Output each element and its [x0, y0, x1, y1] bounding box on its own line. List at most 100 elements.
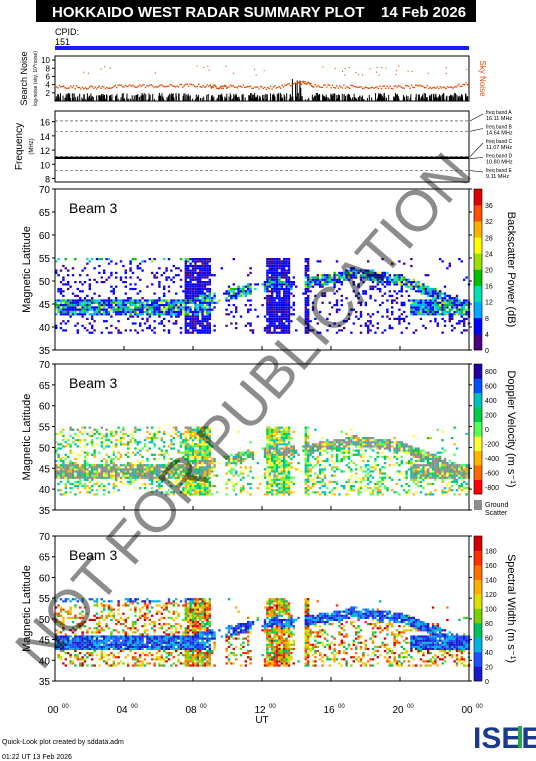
echo-cell	[331, 453, 334, 456]
echo-cell	[115, 297, 118, 300]
echo-cell	[304, 457, 307, 461]
echo-cell	[153, 320, 156, 323]
sky-noise-point	[189, 83, 191, 85]
search-noise-mark	[252, 94, 254, 101]
echo-cell	[283, 437, 286, 440]
echo-cell	[191, 306, 195, 309]
echo-cell	[110, 432, 113, 436]
echo-cell	[74, 457, 77, 461]
echo-cell	[364, 464, 367, 467]
echo-cell	[343, 276, 346, 279]
echo-cell	[359, 315, 363, 318]
echo-cell	[187, 491, 190, 494]
echo-cell	[275, 474, 279, 477]
echo-cell	[203, 453, 207, 456]
echo-cell	[355, 449, 358, 452]
echo-cell	[266, 287, 269, 291]
echo-cell	[364, 274, 367, 277]
echo-cell	[184, 304, 187, 307]
echo-cell	[206, 466, 209, 469]
echo-cell	[280, 491, 283, 494]
echo-cell	[316, 462, 319, 465]
search-noise-mark	[336, 97, 338, 101]
echo-cell	[225, 313, 228, 316]
echo-cell	[196, 428, 199, 431]
echo-cell	[316, 443, 319, 446]
echo-cell	[338, 447, 341, 450]
search-noise-mark	[378, 93, 380, 101]
echo-cell	[434, 290, 437, 293]
echo-cell	[105, 432, 108, 436]
echo-cell	[223, 292, 226, 295]
echo-cell	[367, 443, 370, 446]
echo-cell	[201, 315, 204, 318]
echo-cell	[203, 491, 207, 494]
echo-cell	[86, 474, 89, 477]
echo-cell	[64, 487, 67, 490]
echo-cell	[163, 468, 166, 471]
echo-cell	[155, 299, 159, 302]
echo-cell	[196, 320, 199, 323]
echo-cell	[304, 315, 307, 318]
echo-cell	[110, 466, 113, 469]
echo-cell	[388, 327, 391, 330]
echo-cell	[254, 451, 257, 454]
echo-cell	[415, 290, 418, 293]
echo-cell	[208, 489, 211, 492]
echo-cell	[74, 493, 77, 496]
echo-cell	[275, 484, 279, 488]
search-noise-mark	[449, 96, 451, 101]
echo-cell	[287, 455, 291, 458]
echo-cell	[263, 455, 267, 458]
echo-cell	[151, 434, 154, 438]
echo-cell	[160, 470, 163, 473]
echo-cell	[179, 474, 183, 477]
echo-cell	[230, 322, 233, 325]
echo-cell	[119, 472, 123, 475]
echo-cell	[69, 466, 72, 469]
echo-cell	[199, 453, 202, 456]
echo-cell	[187, 322, 190, 325]
echo-cell	[203, 292, 207, 295]
echo-cell	[155, 480, 159, 483]
echo-cell	[285, 484, 288, 488]
echo-cell	[427, 285, 430, 288]
echo-cell	[278, 264, 281, 268]
echo-cell	[69, 308, 72, 311]
echo-cell	[110, 474, 113, 477]
echo-cell	[285, 327, 288, 330]
echo-cell	[362, 478, 365, 481]
search-noise-mark	[142, 94, 144, 101]
echo-cell	[163, 329, 166, 332]
echo-cell	[155, 489, 159, 492]
sky-noise-point	[262, 87, 265, 90]
echo-cell	[155, 464, 159, 467]
echo-cell	[213, 301, 216, 304]
echo-cell	[278, 283, 281, 286]
echo-cell	[273, 327, 276, 330]
sky-noise-point	[77, 86, 79, 89]
sky-noise-point	[429, 86, 431, 88]
echo-cell	[71, 299, 75, 302]
echo-cell	[275, 258, 279, 261]
echo-cell	[333, 470, 336, 473]
echo-cell	[225, 482, 228, 486]
echo-cell	[208, 443, 211, 446]
echo-cell	[93, 472, 96, 475]
freq-band-mhz: 14.64 MHz	[486, 131, 513, 137]
echo-cell	[98, 451, 101, 454]
echo-cell	[271, 260, 274, 263]
echo-cell	[350, 487, 353, 490]
echo-cell	[88, 476, 91, 479]
echo-cell	[103, 470, 106, 473]
search-noise-mark	[160, 95, 162, 101]
search-noise-mark	[341, 93, 343, 101]
echo-cell	[211, 274, 214, 277]
echo-cell	[203, 301, 207, 304]
search-noise-mark	[280, 98, 282, 101]
echo-cell	[208, 327, 211, 330]
echo-cell	[136, 468, 139, 471]
sky-noise-point	[91, 85, 94, 88]
sky-noise-point	[458, 83, 460, 86]
echo-cell	[242, 285, 245, 288]
